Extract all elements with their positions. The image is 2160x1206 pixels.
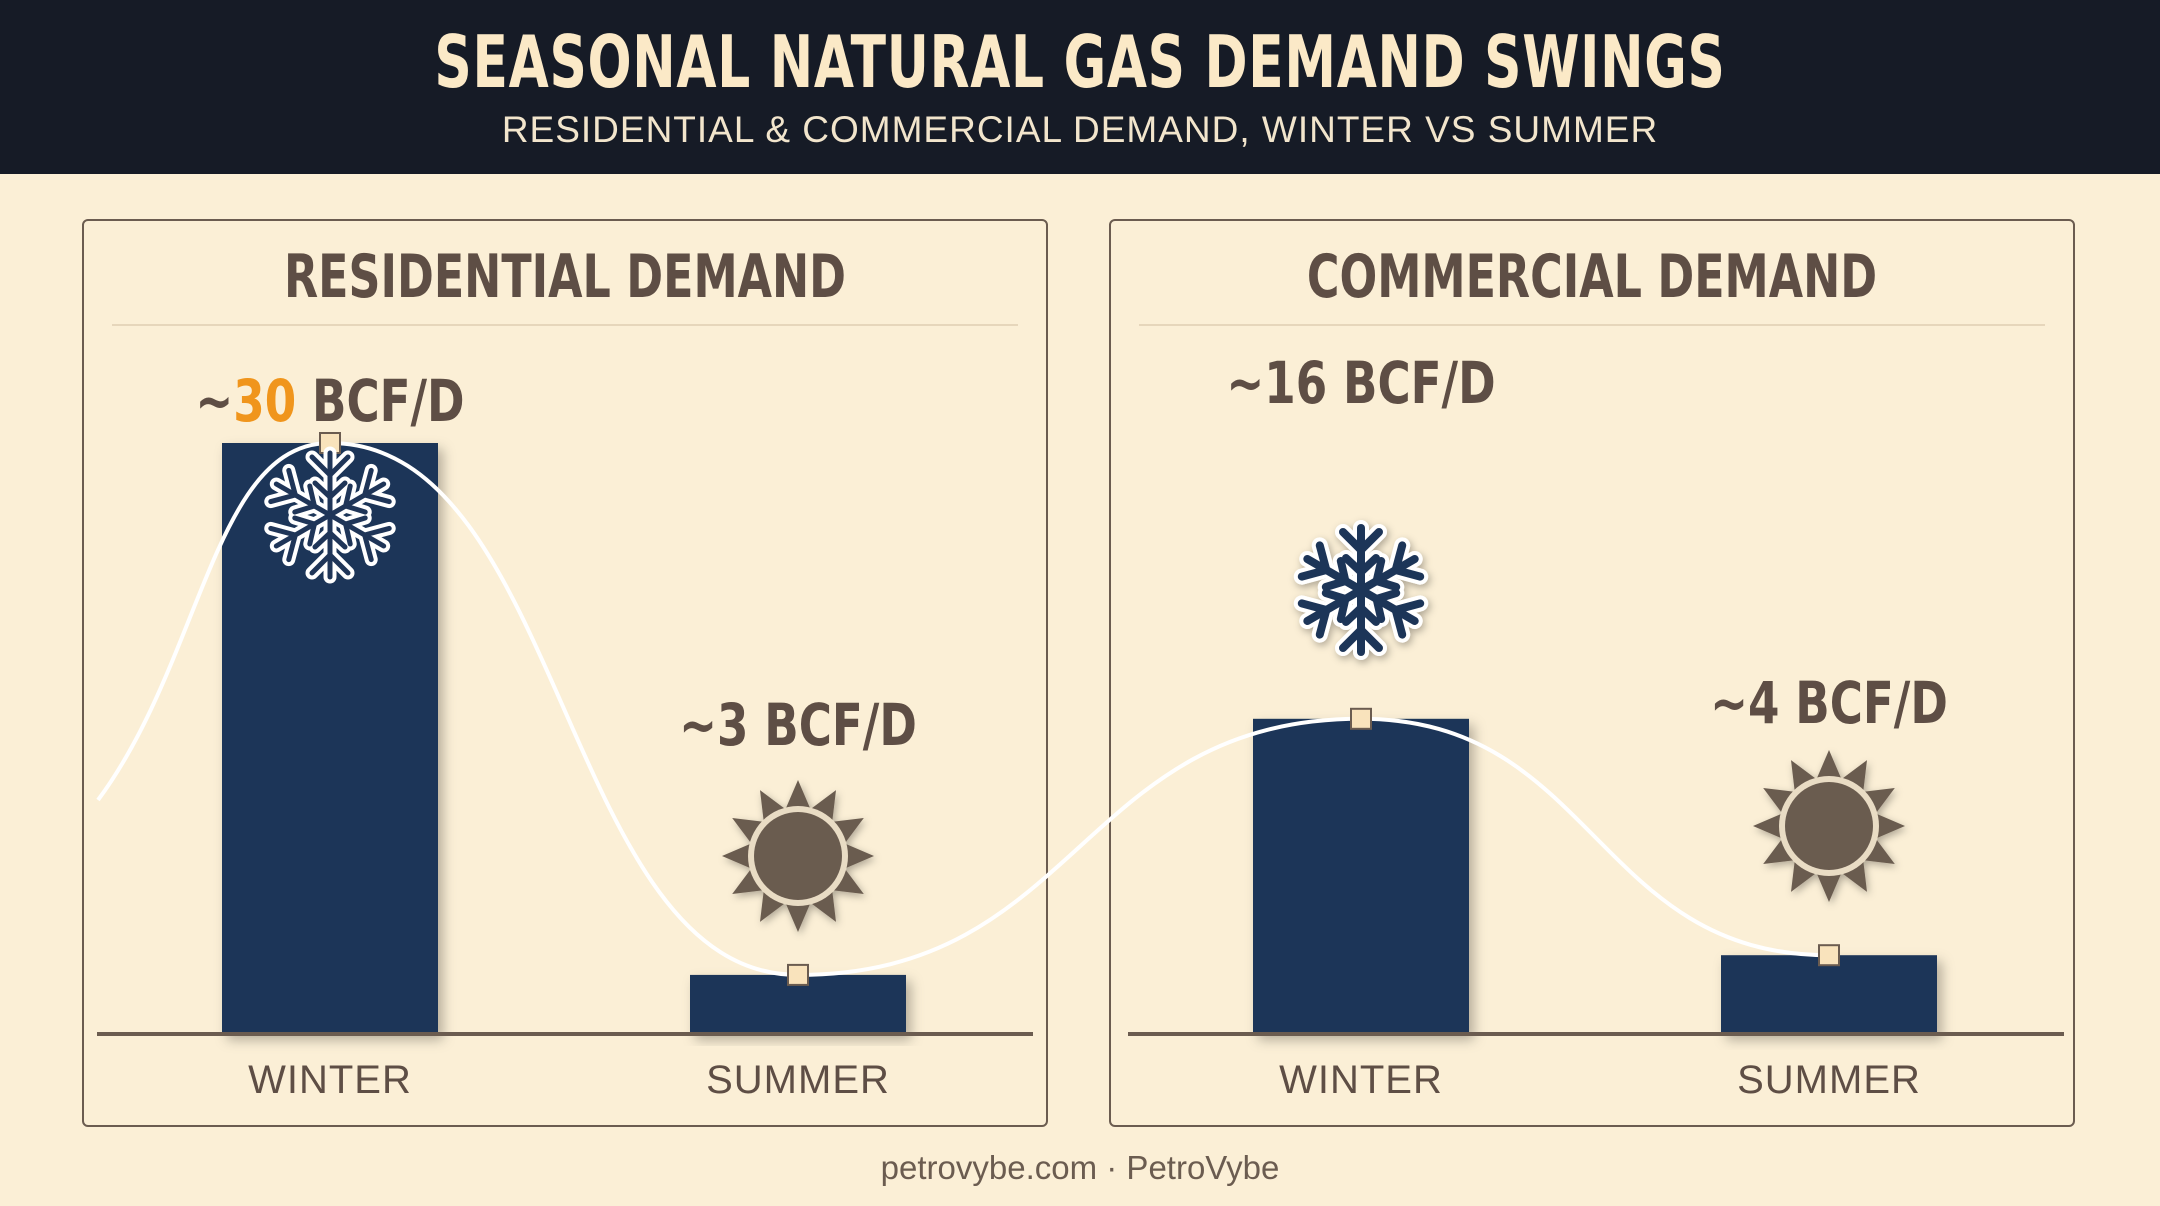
- curve-point-marker: [1350, 707, 1372, 730]
- category-label: SUMMER: [1737, 1058, 1921, 1102]
- curve-point-marker: [1818, 944, 1840, 967]
- header-bar: SEASONAL NATURAL GAS DEMAND SWINGS RESID…: [0, 0, 2160, 174]
- page-subtitle: RESIDENTIAL & COMMERCIAL DEMAND, WINTER …: [501, 109, 1659, 150]
- curve-point-marker: [787, 963, 809, 986]
- residential-panel-title: RESIDENTIAL DEMAND: [283, 242, 847, 312]
- commercial-panel-title: COMMERCIAL DEMAND: [1306, 242, 1878, 312]
- category-label: WINTER: [248, 1058, 412, 1102]
- value-label: ~4 BCF/D: [1710, 671, 1948, 738]
- page-title: SEASONAL NATURAL GAS DEMAND SWINGS: [434, 20, 1726, 104]
- snowflake-icon: [1293, 520, 1429, 660]
- value-label: ~3 BCF/D: [679, 693, 917, 760]
- bar-summer: [1721, 955, 1937, 1034]
- value-label: ~30 BCF/D: [195, 369, 464, 436]
- footer-credit: petrovybe.com · PetroVybe: [880, 1149, 1280, 1186]
- sun-icon: [722, 780, 874, 932]
- commercial-title-divider: [1139, 324, 2045, 326]
- bar-winter: [1253, 718, 1469, 1034]
- snowflake-icon: [264, 446, 396, 584]
- value-label: ~16 BCF/D: [1226, 351, 1495, 418]
- sun-icon: [1753, 750, 1905, 902]
- category-label: WINTER: [1279, 1058, 1443, 1102]
- category-label: SUMMER: [706, 1058, 890, 1102]
- residential-title-divider: [112, 324, 1018, 326]
